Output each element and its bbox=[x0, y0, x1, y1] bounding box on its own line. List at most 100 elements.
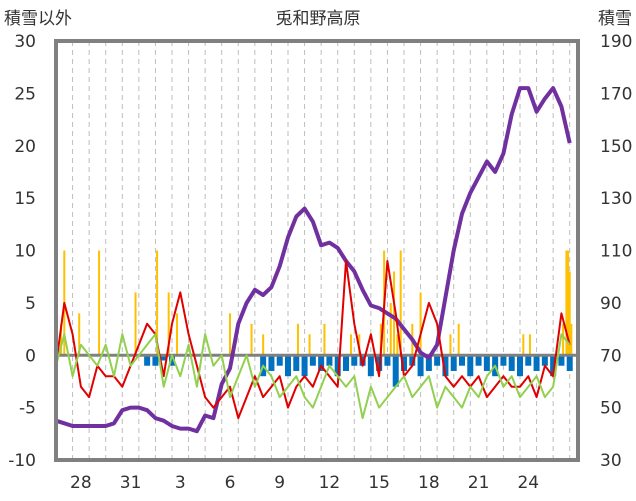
left-tick-label: 0 bbox=[25, 346, 36, 366]
x-tick-label: 28 bbox=[70, 473, 92, 493]
x-tick-label: 31 bbox=[120, 473, 142, 493]
snowfall-bar bbox=[517, 355, 523, 377]
precipitation-bar bbox=[570, 323, 573, 356]
precipitation-bar bbox=[457, 323, 460, 356]
snowfall-bar bbox=[268, 355, 275, 371]
snowfall-bar bbox=[160, 355, 167, 361]
precipitation-bar bbox=[78, 313, 81, 356]
precipitation-bar bbox=[156, 250, 159, 356]
x-tick-label: 18 bbox=[418, 473, 440, 493]
snowfall-bar bbox=[434, 355, 441, 366]
snowfall-bar bbox=[351, 355, 358, 366]
x-tick-label: 15 bbox=[368, 473, 390, 493]
right-tick-label: 90 bbox=[600, 294, 622, 314]
precipitation-bar bbox=[562, 323, 565, 356]
plot-area: -10 -5 0 5 10 15 20 25 30 30 50 70 90 110 130 150 170 190… bbox=[8, 32, 632, 493]
snowfall-bar bbox=[558, 355, 565, 366]
right-tick-label: 150 bbox=[600, 137, 632, 157]
right-tick-label: 130 bbox=[600, 189, 632, 209]
snowfall-bar bbox=[442, 355, 449, 377]
precipitation-bar bbox=[568, 271, 571, 356]
x-tick-label: 6 bbox=[225, 473, 236, 493]
precipitation-bar bbox=[323, 323, 326, 356]
right-tick-label: 190 bbox=[600, 32, 632, 52]
snowfall-bar bbox=[459, 355, 465, 366]
left-tick-label: -5 bbox=[19, 399, 36, 419]
precipitation-bar bbox=[229, 313, 231, 356]
precipitation-bar bbox=[528, 334, 531, 356]
snowfall-bar bbox=[318, 355, 325, 371]
snowfall-bar bbox=[285, 355, 291, 377]
snowfall-bar bbox=[384, 355, 391, 366]
snowfall-bar bbox=[409, 355, 416, 366]
snowfall-bar bbox=[309, 355, 316, 366]
precipitation-bar bbox=[399, 250, 402, 356]
left-tick-label: 5 bbox=[25, 294, 36, 314]
snowfall-bar bbox=[566, 355, 573, 371]
snowfall-bar bbox=[425, 355, 432, 371]
snowfall-bar bbox=[525, 355, 532, 366]
precipitation-bar bbox=[167, 292, 170, 356]
precipitation-bar bbox=[59, 323, 62, 356]
right-tick-label: 50 bbox=[600, 399, 622, 419]
snowfall-bar bbox=[450, 355, 457, 371]
left-axis-label: 積雪以外 bbox=[4, 9, 72, 29]
snowfall-bar bbox=[500, 355, 507, 366]
precipitation-bar bbox=[389, 302, 392, 356]
left-tick-label: 30 bbox=[14, 32, 36, 52]
snowfall-bar bbox=[326, 355, 333, 366]
precipitation-bar bbox=[565, 250, 568, 356]
snow_depth-line bbox=[55, 86, 572, 434]
precipitation-bar bbox=[393, 271, 396, 356]
precipitation-bar bbox=[396, 334, 399, 356]
x-tick-label: 21 bbox=[468, 473, 490, 493]
snowfall-bar bbox=[334, 355, 341, 377]
precipitation-bar bbox=[250, 323, 253, 356]
snowfall-bar bbox=[343, 355, 349, 371]
left-tick-label: 15 bbox=[14, 189, 36, 209]
snowfall-bar bbox=[301, 355, 308, 377]
snowfall-bar bbox=[508, 355, 515, 371]
snowfall-bar bbox=[276, 355, 283, 366]
snowfall-bar bbox=[152, 355, 159, 366]
snowfall-bar bbox=[417, 355, 424, 377]
snowfall-bar bbox=[467, 355, 474, 377]
snowfall-bar bbox=[392, 355, 399, 387]
snowfall-bar bbox=[144, 355, 151, 366]
precipitation-bar bbox=[449, 334, 452, 356]
precipitation-bar bbox=[349, 334, 352, 356]
snowfall-bar bbox=[550, 355, 557, 377]
x-tick-label: 12 bbox=[319, 473, 341, 493]
snowfall-bar bbox=[483, 355, 490, 371]
snowfall-bar bbox=[401, 355, 407, 371]
right-tick-label: 70 bbox=[600, 346, 622, 366]
left-tick-label: 10 bbox=[14, 242, 36, 262]
precipitation-bar bbox=[522, 334, 525, 356]
right-tick-label: 110 bbox=[600, 242, 632, 262]
precipitation-bar bbox=[98, 250, 101, 356]
chart-title: 兎和野高原 bbox=[276, 9, 361, 29]
right-axis-label: 積雪 bbox=[598, 9, 632, 29]
snowfall-bar bbox=[169, 355, 175, 366]
snowfall-bar bbox=[367, 355, 374, 377]
precipitation-bar bbox=[308, 334, 311, 356]
precipitation-bar bbox=[262, 334, 265, 356]
snowfall-bar bbox=[533, 355, 540, 371]
precipitation-bar bbox=[175, 313, 178, 356]
precipitation-bar bbox=[134, 292, 137, 356]
left-tick-label: 25 bbox=[14, 84, 36, 104]
left-tick-label: 20 bbox=[14, 137, 36, 157]
x-tick-label: 9 bbox=[274, 473, 285, 493]
snowfall-bar bbox=[475, 355, 482, 366]
right-tick-label: 170 bbox=[600, 84, 632, 104]
precipitation-bar bbox=[419, 292, 422, 356]
precipitation-bar bbox=[567, 250, 570, 356]
snowfall-bar bbox=[293, 355, 300, 371]
temperature-line bbox=[55, 260, 571, 420]
x-tick-label: 3 bbox=[175, 473, 186, 493]
right-tick-label: 30 bbox=[600, 451, 622, 471]
dewpoint-line bbox=[55, 333, 571, 420]
snowfall-bar bbox=[541, 355, 548, 366]
precipitation-bar bbox=[296, 323, 299, 356]
